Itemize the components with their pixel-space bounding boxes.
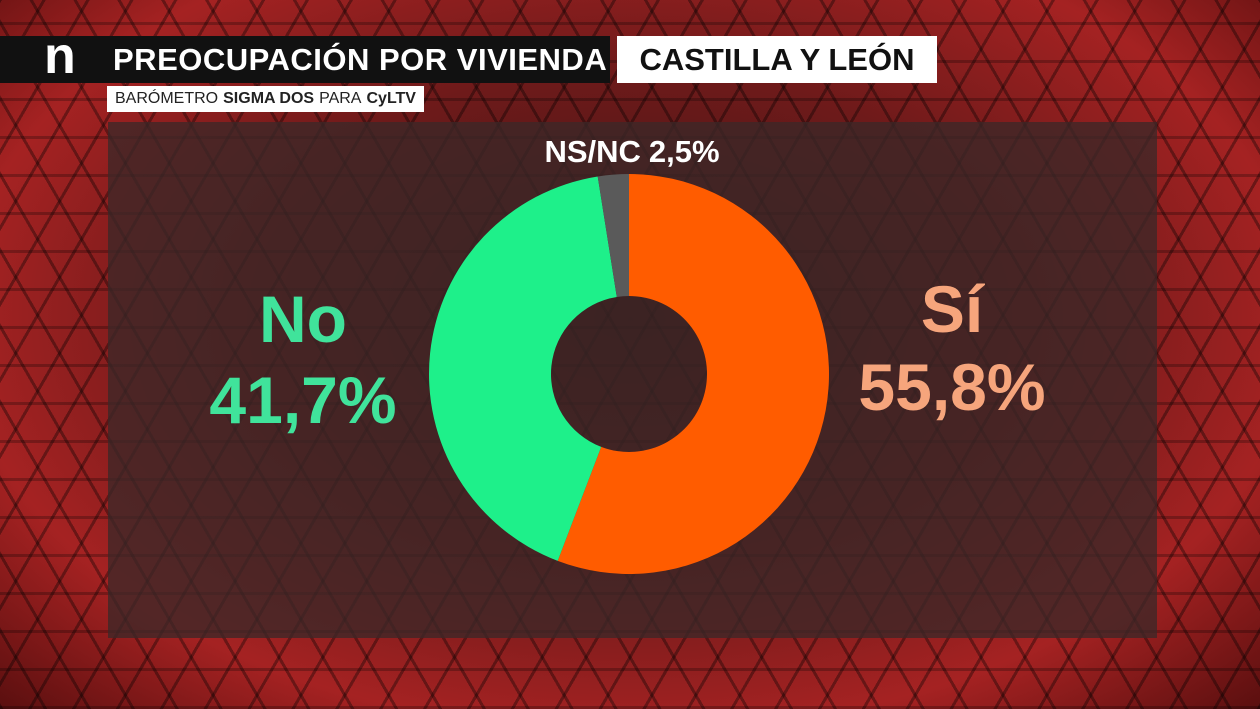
source-part: SIGMA DOS	[223, 90, 315, 107]
source-part: PARA	[319, 90, 362, 107]
slice-label: NS/NC	[544, 134, 640, 169]
value-label: 2,5%	[649, 134, 720, 169]
slice	[557, 174, 829, 574]
header-bar	[0, 36, 610, 83]
logo: n	[44, 27, 76, 85]
slice	[428, 176, 617, 561]
source-part: BARÓMETRO	[115, 90, 219, 107]
source-part: CyLTV	[366, 90, 416, 107]
slice-label: Sí	[921, 272, 986, 346]
region: CASTILLA Y LEÓN	[617, 36, 937, 83]
slice	[597, 174, 629, 297]
slice-label-group: NS/NC 2,5%	[544, 134, 719, 169]
slice-label: No	[259, 282, 347, 356]
title: PREOCUPACIÓN POR VIVIENDA	[113, 42, 608, 77]
source: BARÓMETRO SIGMA DOS PARA CyLTV	[107, 86, 424, 112]
value-label: 41,7%	[209, 363, 396, 437]
value-label: 55,8%	[858, 350, 1045, 424]
